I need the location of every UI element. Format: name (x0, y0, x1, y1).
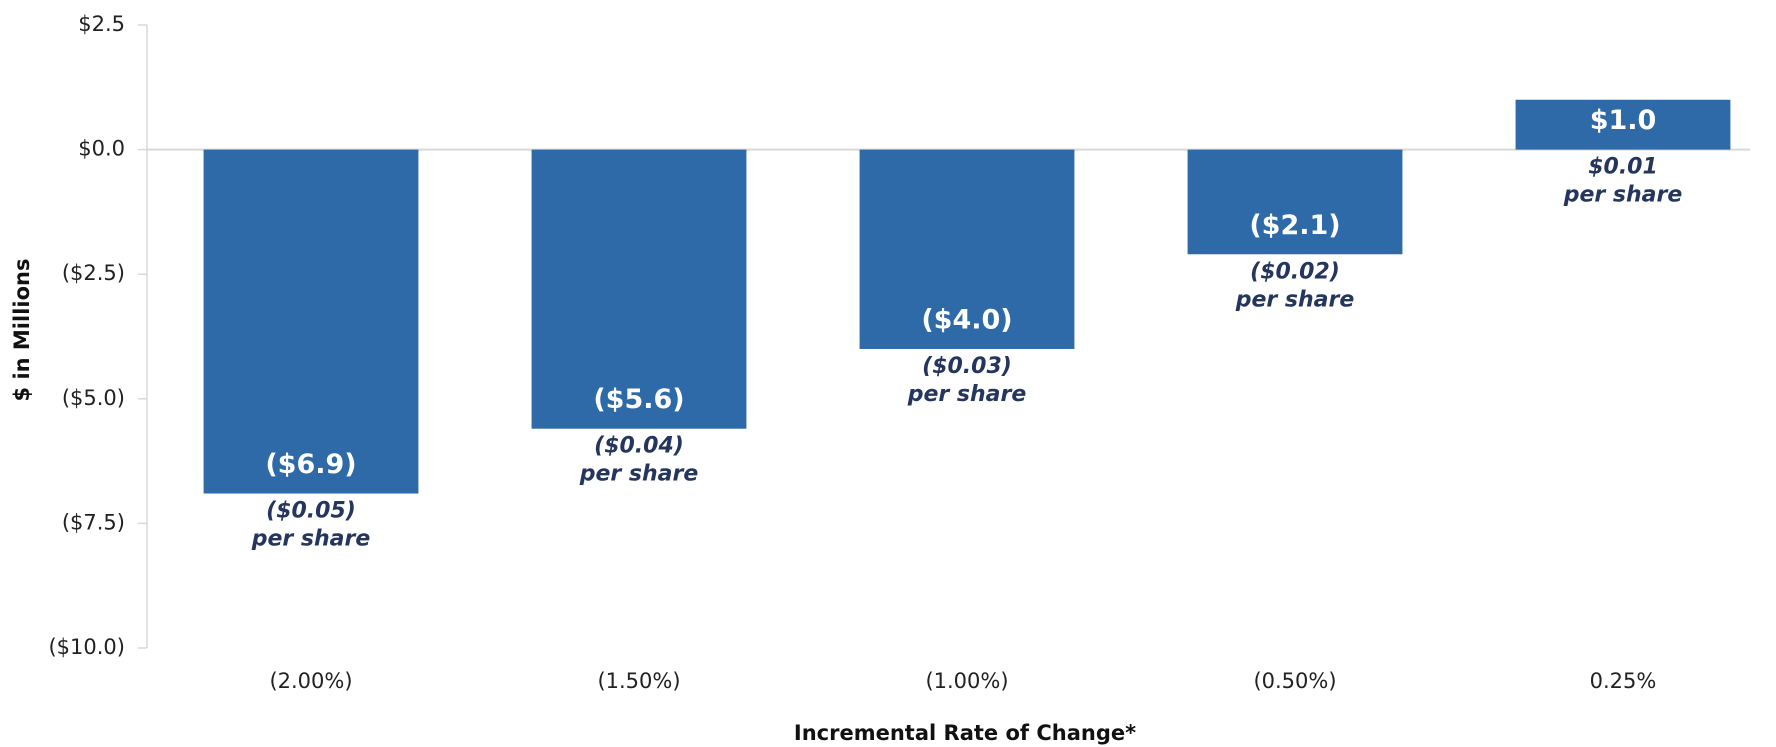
per-share-label: ($0.05) (266, 498, 356, 523)
bar (203, 149, 419, 494)
y-axis-title: $ in Millions (10, 259, 34, 402)
y-tick-label: $0.0 (78, 137, 125, 161)
y-tick-label: ($5.0) (62, 386, 125, 410)
y-tick-label: ($2.5) (62, 261, 125, 285)
value-label: $1.0 (1590, 105, 1657, 136)
bar (531, 149, 747, 429)
value-label: ($2.1) (1249, 210, 1340, 241)
per-share-label: ($0.04) (594, 434, 684, 459)
y-tick-label: ($7.5) (62, 510, 125, 534)
x-tick-label: (1.50%) (597, 669, 680, 693)
value-label: ($5.6) (593, 384, 684, 415)
x-tick-label: (2.00%) (269, 669, 352, 693)
y-tick-label: $2.5 (78, 12, 125, 36)
bar (1187, 149, 1403, 255)
per-share-suffix: per share (579, 462, 699, 487)
per-share-label: ($0.02) (1250, 259, 1340, 284)
x-axis-title: Incremental Rate of Change* (794, 721, 1136, 745)
x-tick-label: (1.00%) (925, 669, 1008, 693)
per-share-suffix: per share (251, 526, 371, 551)
per-share-suffix: per share (907, 382, 1027, 407)
value-label: ($4.0) (921, 304, 1012, 335)
per-share-suffix: per share (1563, 183, 1683, 208)
per-share-label: $0.01 (1588, 155, 1658, 180)
bar (1515, 99, 1731, 150)
y-tick-label: ($10.0) (48, 635, 125, 659)
x-tick-label: 0.25% (1590, 669, 1657, 693)
bar (859, 149, 1075, 349)
per-share-suffix: per share (1235, 287, 1355, 312)
per-share-label: ($0.03) (922, 354, 1012, 379)
x-tick-label: (0.50%) (1253, 669, 1336, 693)
value-label: ($6.9) (265, 449, 356, 480)
